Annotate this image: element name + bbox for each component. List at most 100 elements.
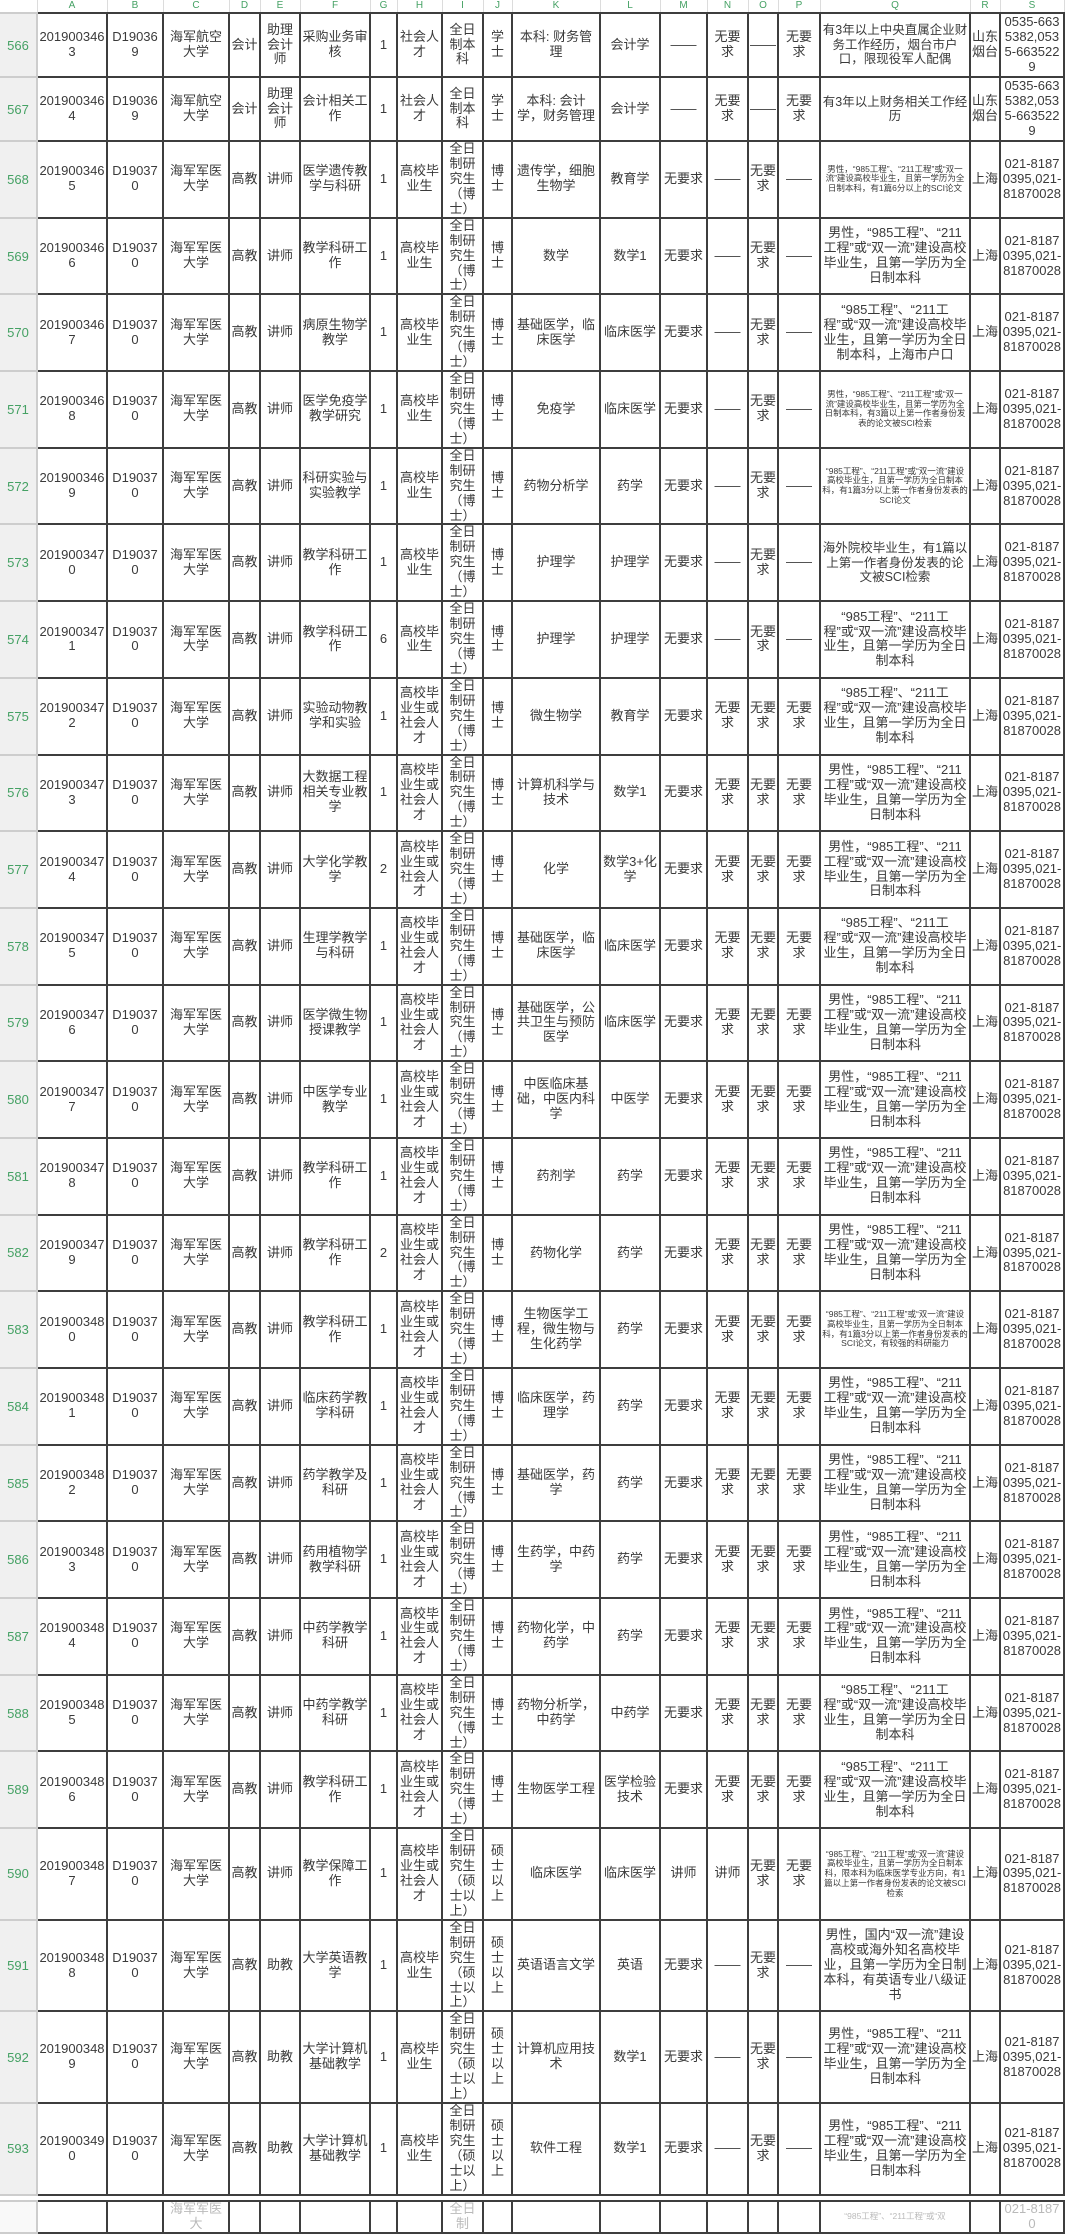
cell-A576[interactable]: 2019003473 xyxy=(36,753,108,833)
cell-S585[interactable]: 021-81870395,021-81870028 xyxy=(999,1443,1065,1523)
cell-B575[interactable]: D190370 xyxy=(106,676,164,756)
cell-K589[interactable]: 生物医学工程 xyxy=(511,1750,601,1830)
cell-A587[interactable]: 2019003484 xyxy=(36,1597,108,1676)
cell-E566[interactable]: 助理会计师 xyxy=(259,12,301,78)
cell-O583[interactable]: 无要求 xyxy=(747,1290,779,1369)
cell-O589[interactable]: 无要求 xyxy=(747,1750,779,1830)
cell-O578[interactable]: 无要求 xyxy=(747,906,779,986)
cell-F572[interactable]: 科研实验与实验教学 xyxy=(299,446,371,526)
cell-J589[interactable]: 博士 xyxy=(482,1750,513,1830)
cell-R590[interactable]: 上海 xyxy=(969,1827,1001,1921)
cell-N581[interactable]: 无要求 xyxy=(706,1136,749,1216)
cell-B573[interactable]: D190370 xyxy=(106,523,164,603)
row-number[interactable]: 576 xyxy=(0,753,38,833)
cell-C570[interactable]: 海军军医大学 xyxy=(162,293,230,373)
cell-I572[interactable]: 全日制研究生（博士） xyxy=(441,446,484,526)
cell-Q587[interactable]: 男性，“985工程”、“211工程”或“双一流”建设高校毕业生，且第一学历为全日… xyxy=(819,1597,971,1676)
cell-Q588[interactable]: “985工程”、“211工程”或“双一流”建设高校毕业生，且第一学历为全日制本科 xyxy=(819,1673,971,1753)
cell-M580[interactable]: 无要求 xyxy=(659,1060,708,1139)
cell-I569[interactable]: 全日制研究生（博士） xyxy=(441,216,484,296)
cell-K587[interactable]: 药物化学，中药学 xyxy=(511,1597,601,1676)
cell-L577[interactable]: 数学3+化学 xyxy=(599,830,661,909)
cell-C572[interactable]: 海军军医大学 xyxy=(162,446,230,526)
cell-C571[interactable]: 海军军医大学 xyxy=(162,370,230,449)
cell-I581[interactable]: 全日制研究生（博士） xyxy=(441,1136,484,1216)
cell-J587[interactable]: 博士 xyxy=(482,1597,513,1676)
cell-G587[interactable]: 1 xyxy=(369,1597,398,1676)
cell-Ix[interactable]: 全日制 xyxy=(441,2199,484,2234)
cell-C585[interactable]: 海军军医大学 xyxy=(162,1443,230,1523)
cell-E585[interactable]: 讲师 xyxy=(259,1443,301,1523)
row-number[interactable]: 575 xyxy=(0,676,38,756)
cell-D567[interactable]: 会计 xyxy=(228,76,261,142)
cell-D569[interactable]: 高教 xyxy=(228,216,261,296)
cell-E589[interactable]: 讲师 xyxy=(259,1750,301,1830)
cell-J583[interactable]: 博士 xyxy=(482,1290,513,1369)
cell-B590[interactable]: D190370 xyxy=(106,1827,164,1921)
cell-C577[interactable]: 海军军医大学 xyxy=(162,830,230,909)
cell-H592[interactable]: 高校毕业生 xyxy=(396,2010,443,2104)
cell-N591[interactable]: —— xyxy=(706,1918,749,2013)
cell-H586[interactable]: 高校毕业生或社会人才 xyxy=(396,1520,443,1600)
cell-G590[interactable]: 1 xyxy=(369,1827,398,1921)
cell-F591[interactable]: 大学英语教学 xyxy=(299,1918,371,2013)
cell-Q574[interactable]: “985工程”、“211工程”或“双一流”建设高校毕业生，且第一学历为全日制本科 xyxy=(819,600,971,679)
cell-B582[interactable]: D190370 xyxy=(106,1213,164,1293)
cell-P573[interactable]: —— xyxy=(777,523,821,603)
cell-J590[interactable]: 硕士以上 xyxy=(482,1827,513,1921)
row-number[interactable]: 593 xyxy=(0,2102,38,2196)
cell-I571[interactable]: 全日制研究生（博士） xyxy=(441,370,484,449)
cell-G589[interactable]: 1 xyxy=(369,1750,398,1830)
cell-K579[interactable]: 基础医学，公共卫生与预防医学 xyxy=(511,983,601,1063)
cell-B587[interactable]: D190370 xyxy=(106,1597,164,1676)
cell-P577[interactable]: 无要求 xyxy=(777,830,821,909)
cell-F576[interactable]: 大数据工程相关专业教学 xyxy=(299,753,371,833)
cell-H574[interactable]: 高校毕业生 xyxy=(396,600,443,679)
cell-G591[interactable]: 1 xyxy=(369,1918,398,2013)
row-number[interactable]: 578 xyxy=(0,906,38,986)
row-number[interactable]: 592 xyxy=(0,2010,38,2104)
cell-C584[interactable]: 海军军医大学 xyxy=(162,1367,230,1446)
cell-P568[interactable]: —— xyxy=(777,140,821,219)
cell-E577[interactable]: 讲师 xyxy=(259,830,301,909)
cell-G588[interactable]: 1 xyxy=(369,1673,398,1753)
cell-N583[interactable]: 无要求 xyxy=(706,1290,749,1369)
cell-M568[interactable]: 无要求 xyxy=(659,140,708,219)
cell-G581[interactable]: 1 xyxy=(369,1136,398,1216)
cell-Sx[interactable]: 021-81870 xyxy=(999,2199,1065,2234)
cell-D581[interactable]: 高教 xyxy=(228,1136,261,1216)
cell-B588[interactable]: D190370 xyxy=(106,1673,164,1753)
cell-F581[interactable]: 教学科研工作 xyxy=(299,1136,371,1216)
cell-N570[interactable]: —— xyxy=(706,293,749,373)
cell-Q592[interactable]: 男性，“985工程”、“211工程”或“双一流”建设高校毕业生，且第一学历为全日… xyxy=(819,2010,971,2104)
cell-L591[interactable]: 英语 xyxy=(599,1918,661,2013)
cell-R580[interactable]: 上海 xyxy=(969,1060,1001,1139)
cell-J579[interactable]: 博士 xyxy=(482,983,513,1063)
cell-Q576[interactable]: 男性，“985工程”、“211工程”或“双一流”建设高校毕业生，且第一学历为全日… xyxy=(819,753,971,833)
cell-F577[interactable]: 大学化学教学 xyxy=(299,830,371,909)
cell-J574[interactable]: 博士 xyxy=(482,600,513,679)
cell-P591[interactable]: —— xyxy=(777,1918,821,2013)
cell-O579[interactable]: 无要求 xyxy=(747,983,779,1063)
cell-I589[interactable]: 全日制研究生（博士） xyxy=(441,1750,484,1830)
cell-A593[interactable]: 2019003490 xyxy=(36,2102,108,2196)
cell-B589[interactable]: D190370 xyxy=(106,1750,164,1830)
cell-A583[interactable]: 2019003480 xyxy=(36,1290,108,1369)
cell-R586[interactable]: 上海 xyxy=(969,1520,1001,1600)
cell-E571[interactable]: 讲师 xyxy=(259,370,301,449)
cell-N568[interactable]: —— xyxy=(706,140,749,219)
cell-R567[interactable]: 山东烟台 xyxy=(969,76,1001,142)
cell-Gx[interactable] xyxy=(369,2199,398,2234)
cell-N593[interactable]: —— xyxy=(706,2102,749,2196)
cell-S569[interactable]: 021-81870395,021-81870028 xyxy=(999,216,1065,296)
row-number[interactable]: 591 xyxy=(0,1918,38,2013)
cell-J592[interactable]: 硕士以上 xyxy=(482,2010,513,2104)
cell-H579[interactable]: 高校毕业生或社会人才 xyxy=(396,983,443,1063)
cell-A585[interactable]: 2019003482 xyxy=(36,1443,108,1523)
cell-E587[interactable]: 讲师 xyxy=(259,1597,301,1676)
cell-K593[interactable]: 软件工程 xyxy=(511,2102,601,2196)
cell-D585[interactable]: 高教 xyxy=(228,1443,261,1523)
cell-B580[interactable]: D190370 xyxy=(106,1060,164,1139)
cell-H576[interactable]: 高校毕业生或社会人才 xyxy=(396,753,443,833)
cell-Q582[interactable]: 男性，“985工程”、“211工程”或“双一流”建设高校毕业生，且第一学历为全日… xyxy=(819,1213,971,1293)
